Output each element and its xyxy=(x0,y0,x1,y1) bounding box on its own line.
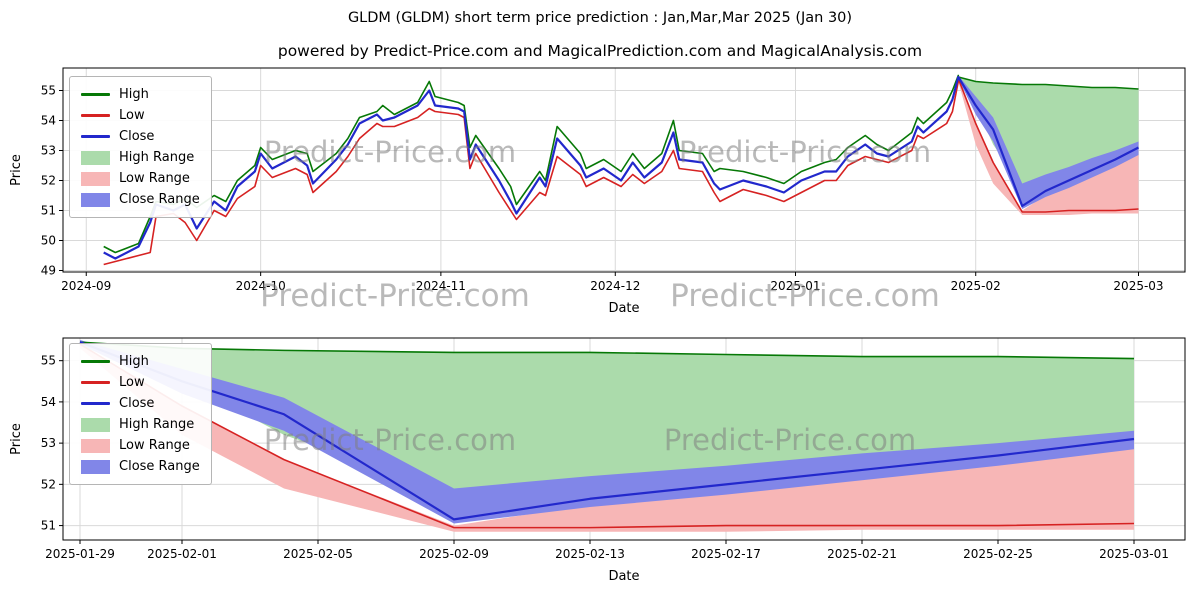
x-tick-label: 2025-02-17 xyxy=(691,547,761,561)
legend-label: High Range xyxy=(119,149,195,165)
y-axis-label: Price xyxy=(9,154,24,186)
x-tick-label: 2025-01 xyxy=(770,279,820,293)
high-line xyxy=(103,74,1139,254)
watermark: Predict-Price.com xyxy=(263,423,517,457)
low-range-band xyxy=(80,344,1134,532)
x-tick-label: 2024-12 xyxy=(590,279,640,293)
legend-label: High xyxy=(119,86,149,102)
legend-patch-swatch xyxy=(81,417,110,432)
x-tick-label: 2025-02-21 xyxy=(827,547,897,561)
legend-patch-swatch xyxy=(81,459,110,474)
legend-top: High Low Close High Range Low Range Close Ran… xyxy=(69,76,212,218)
y-tick-label: 50 xyxy=(41,234,56,248)
y-tick-label: 52 xyxy=(41,174,56,188)
legend-line-swatch xyxy=(81,93,110,96)
watermark: Predict-Price.com xyxy=(678,135,932,169)
legend-line-swatch xyxy=(81,360,110,363)
x-tick-label: 2025-02-01 xyxy=(147,547,217,561)
x-tick-label: 2025-02-05 xyxy=(283,547,353,561)
legend-item: Low Range xyxy=(81,435,200,456)
legend-item: Close Range xyxy=(81,456,200,477)
x-tick-label: 2025-02-13 xyxy=(555,547,625,561)
legend-item: High xyxy=(81,84,200,105)
y-axis-label: Price xyxy=(9,423,24,455)
y-tick-label: 51 xyxy=(41,204,56,218)
price-history-chart: 2024-09 2024-10 2024-11 2024-12 2025-01 2025-… xyxy=(9,67,1186,316)
x-tick-label: 2025-03-01 xyxy=(1099,547,1169,561)
legend-patch-swatch xyxy=(81,192,110,207)
legend-item: High xyxy=(81,351,200,372)
legend-item: High Range xyxy=(81,147,200,168)
legend-line-swatch xyxy=(81,135,110,138)
low-line xyxy=(79,343,1135,529)
close-range-band xyxy=(958,75,1139,209)
y-tick-label: 54 xyxy=(41,114,56,128)
x-tick-label: 2025-02-25 xyxy=(963,547,1033,561)
watermark: Predict-Price.com xyxy=(670,278,940,314)
legend-item: Low xyxy=(81,372,200,393)
chart-title: GLDM (GLDM) short term price prediction … xyxy=(347,10,853,26)
legend-line-swatch xyxy=(81,381,110,384)
close-line xyxy=(103,75,1139,260)
chart-subtitle: powered by Predict-Price.com and Magical… xyxy=(277,42,923,60)
x-tick-label: 2024-10 xyxy=(236,279,286,293)
legend-item: High Range xyxy=(81,414,200,435)
legend-item: Close Range xyxy=(81,189,200,210)
x-tick-label: 2025-02 xyxy=(951,279,1001,293)
legend-label: High Range xyxy=(119,416,195,432)
legend-item: Close xyxy=(81,126,200,147)
legend-item: Low Range xyxy=(81,168,200,189)
legend-bottom: High Low Close High Range Low Range Close Ran… xyxy=(69,343,212,485)
x-axis-label: Date xyxy=(608,301,639,316)
legend-line-swatch xyxy=(81,402,110,405)
legend-patch-swatch xyxy=(81,438,110,453)
legend-patch-swatch xyxy=(81,171,110,186)
plot-frame xyxy=(62,67,1186,273)
y-tick-label: 49 xyxy=(41,264,56,278)
x-tick-label: 2025-01-29 xyxy=(45,547,115,561)
legend-item: Close xyxy=(81,393,200,414)
legend-label: Close Range xyxy=(119,191,200,207)
watermark: Predict-Price.com xyxy=(260,278,530,314)
low-line xyxy=(103,77,1139,266)
legend-label: Low Range xyxy=(119,437,190,453)
close-line xyxy=(79,341,1135,521)
high-line xyxy=(79,341,1135,360)
y-tick-label: 53 xyxy=(41,436,56,450)
watermark: Predict-Price.com xyxy=(663,423,917,457)
legend-line-swatch xyxy=(81,114,110,117)
tick-labels: 2025-01-29 2025-02-01 2025-02-05 2025-02-09… xyxy=(41,354,1169,561)
x-tick-label: 2025-02-09 xyxy=(419,547,489,561)
legend-item: Low xyxy=(81,105,200,126)
legend-label: High xyxy=(119,353,149,369)
legend-label: Low Range xyxy=(119,170,190,186)
forecast-zoom-chart: 2025-01-29 2025-02-01 2025-02-05 2025-02-09… xyxy=(9,337,1186,584)
plot-frame xyxy=(62,337,1186,541)
y-tick-label: 51 xyxy=(41,519,56,533)
x-tick-label: 2024-09 xyxy=(61,279,111,293)
watermark: Predict-Price.com xyxy=(263,135,517,169)
legend-label: Close xyxy=(119,128,155,144)
legend-label: Close Range xyxy=(119,458,200,474)
y-tick-label: 54 xyxy=(41,395,56,409)
legend-label: Low xyxy=(119,107,145,123)
y-tick-label: 53 xyxy=(41,144,56,158)
x-tick-label: 2024-11 xyxy=(416,279,466,293)
x-axis-label: Date xyxy=(608,569,639,584)
close-range-band xyxy=(80,340,1134,524)
legend-patch-swatch xyxy=(81,150,110,165)
y-tick-label: 55 xyxy=(41,354,56,368)
tick-labels: 2024-09 2024-10 2024-11 2024-12 2025-01 2025-… xyxy=(41,84,1164,294)
y-tick-label: 52 xyxy=(41,477,56,491)
y-tick-label: 55 xyxy=(41,84,56,98)
x-tick-label: 2025-03 xyxy=(1113,279,1163,293)
legend-label: Low xyxy=(119,374,145,390)
legend-label: Close xyxy=(119,395,155,411)
